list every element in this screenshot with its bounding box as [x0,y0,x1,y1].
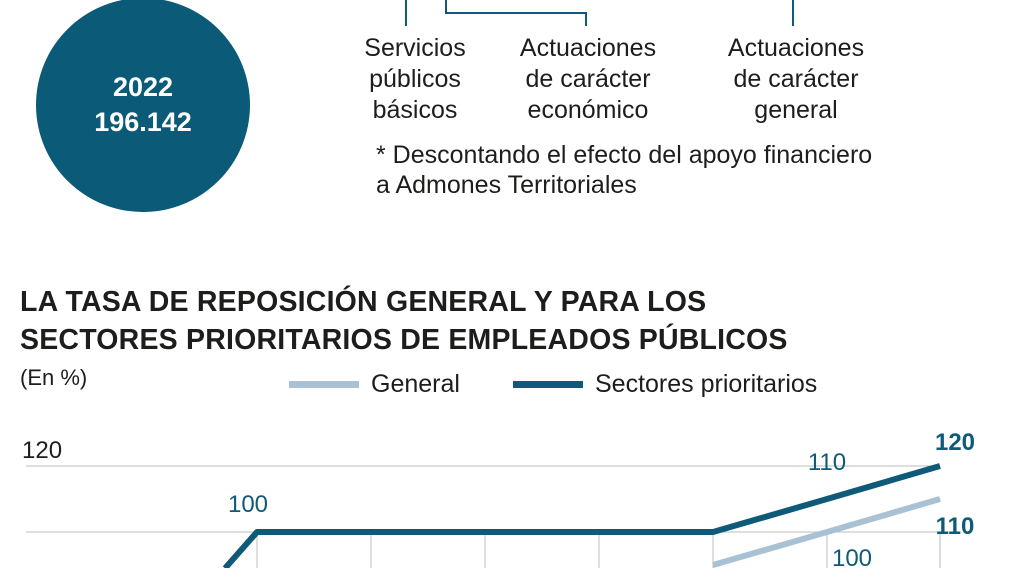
summary-year: 2022 [112,72,174,102]
legend-label-general: General [371,370,460,398]
chart-title: LA TASA DE REPOSICIÓN GENERAL Y PARA LOS… [20,283,980,359]
data-label: 120 [935,429,975,456]
bracket-line [445,12,586,14]
data-label: 110 [936,513,975,540]
series-line-general [712,496,941,568]
footnote: * Descontando el efecto del apoyo financ… [376,140,996,200]
data-label: 110 [808,449,846,476]
legend-swatch-general [289,381,359,388]
footnote-line: * Descontando el efecto del apoyo financ… [376,141,873,169]
unit-label: (En %) [20,365,88,390]
category-label-general: Actuaciones de carácter general [727,34,865,124]
footnote-line: a Admones Territoriales [376,171,637,199]
bracket-line [792,0,794,26]
chart-title-line: LA TASA DE REPOSICIÓN GENERAL Y PARA LOS [20,286,707,318]
bracket-line [585,12,587,26]
bracket-line [405,0,407,26]
legend-item-general: General [289,370,460,399]
data-label: 100 [228,491,268,518]
category-label-economico: Actuaciones de carácter económico [519,34,657,124]
summary-circle: 2022 196.142 [36,0,250,212]
summary-value: 196.142 [94,107,192,137]
bracket-line [445,0,447,14]
category-label-servicios: Servicios públicos básicos [364,34,466,124]
data-label: 100 [832,545,872,568]
series-line-prioritarios [222,463,941,568]
chart-title-line: SECTORES PRIORITARIOS DE EMPLEADOS PÚBLI… [20,324,788,356]
legend-label-prioritarios: Sectores prioritarios [595,370,818,398]
y-tick-label: 120 [22,437,62,464]
legend-swatch-prioritarios [513,381,583,388]
legend-item-prioritarios: Sectores prioritarios [513,370,817,399]
